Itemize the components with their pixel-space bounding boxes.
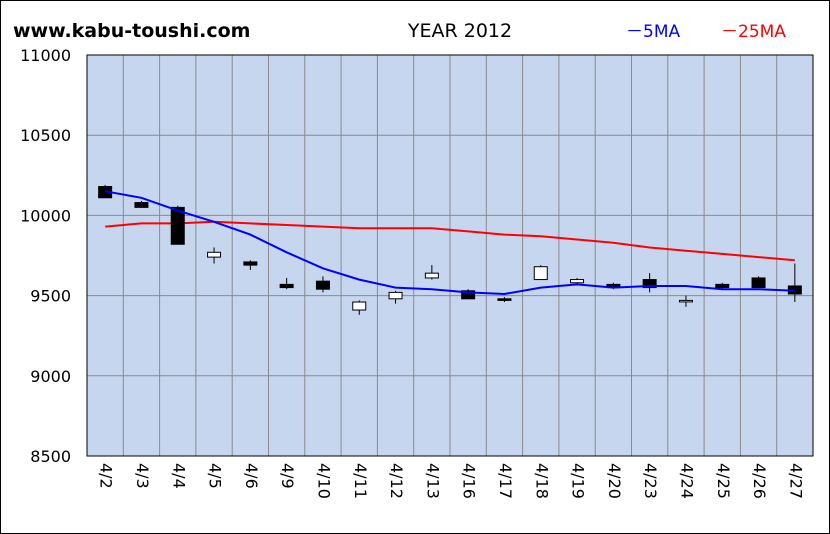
chart-title: YEAR 2012 bbox=[407, 20, 512, 42]
candle-body bbox=[461, 290, 476, 300]
candle-body bbox=[315, 280, 330, 290]
candle-body bbox=[170, 206, 185, 245]
plot-border bbox=[86, 54, 814, 457]
candle bbox=[424, 265, 439, 280]
site-url: www.kabu-toushi.com bbox=[13, 20, 250, 42]
x-tick-label: 4/5 bbox=[206, 463, 225, 489]
candle-body bbox=[424, 272, 439, 279]
ma5-series bbox=[105, 190, 795, 296]
legend-25ma: －25MA bbox=[721, 22, 786, 42]
candle-body bbox=[570, 279, 585, 284]
y-axis: 8500 9000 9500 10000 10500 11000 bbox=[20, 46, 71, 466]
candle-body bbox=[497, 298, 512, 301]
candle bbox=[497, 297, 512, 303]
candle bbox=[388, 290, 403, 304]
candle bbox=[751, 276, 766, 289]
candle bbox=[134, 200, 149, 208]
x-tick-label: 4/20 bbox=[605, 463, 624, 499]
x-tick-label: 4/19 bbox=[569, 463, 588, 499]
candle-body bbox=[678, 299, 693, 303]
candle-body bbox=[533, 266, 548, 281]
candle bbox=[170, 205, 185, 245]
y-tick-label: 11000 bbox=[20, 46, 71, 65]
x-tick-label: 4/6 bbox=[242, 463, 261, 489]
grid-lines bbox=[87, 55, 813, 456]
x-axis: 4/2 4/3 4/4 4/5 4/6 4/9 4/10 4/11 4/12 4/13 4/16 4/… bbox=[97, 463, 806, 499]
x-tick-label: 4/11 bbox=[351, 463, 370, 499]
x-tick-label: 4/27 bbox=[786, 463, 805, 499]
candle bbox=[642, 273, 657, 293]
candles bbox=[98, 184, 802, 315]
candle-body bbox=[207, 251, 222, 258]
x-tick-label: 4/12 bbox=[387, 463, 406, 499]
candle-body bbox=[279, 283, 294, 289]
candle bbox=[315, 276, 330, 293]
x-tick-label: 4/16 bbox=[460, 463, 479, 499]
candle bbox=[207, 247, 222, 264]
x-tick-label: 4/9 bbox=[278, 463, 297, 489]
x-tick-label: 4/18 bbox=[532, 463, 551, 499]
y-tick-label: 8500 bbox=[30, 447, 71, 466]
y-tick-label: 10000 bbox=[20, 206, 71, 225]
candle bbox=[243, 260, 258, 270]
x-tick-label: 4/3 bbox=[133, 463, 152, 489]
ma25-series bbox=[105, 220, 795, 262]
legend-5ma: －5MA bbox=[626, 22, 680, 42]
x-tick-label: 4/24 bbox=[677, 463, 696, 499]
y-tick-label: 10500 bbox=[20, 126, 71, 145]
candle bbox=[279, 277, 294, 290]
x-tick-label: 4/23 bbox=[641, 463, 660, 499]
candle bbox=[352, 300, 367, 315]
x-tick-label: 4/17 bbox=[496, 463, 515, 499]
x-tick-label: 4/10 bbox=[314, 463, 333, 499]
candle bbox=[533, 265, 548, 281]
ma25-line bbox=[105, 220, 795, 262]
ma5-line bbox=[105, 190, 795, 296]
candle-body bbox=[352, 301, 367, 311]
candle-body bbox=[134, 202, 149, 208]
x-tick-label: 4/26 bbox=[750, 463, 769, 499]
candle bbox=[570, 277, 585, 285]
candle-body bbox=[751, 277, 766, 289]
candle-body bbox=[715, 283, 730, 289]
y-tick-label: 9500 bbox=[30, 287, 71, 306]
candle-body bbox=[243, 261, 258, 266]
x-tick-label: 4/25 bbox=[714, 463, 733, 499]
candle bbox=[461, 289, 476, 300]
candle bbox=[715, 282, 730, 290]
candle-body bbox=[642, 279, 657, 289]
x-tick-label: 4/13 bbox=[423, 463, 442, 499]
x-tick-label: 4/2 bbox=[97, 463, 116, 489]
y-tick-label: 9000 bbox=[30, 367, 71, 386]
candle bbox=[678, 295, 693, 307]
candle-body bbox=[388, 291, 403, 300]
x-tick-label: 4/4 bbox=[169, 463, 188, 489]
